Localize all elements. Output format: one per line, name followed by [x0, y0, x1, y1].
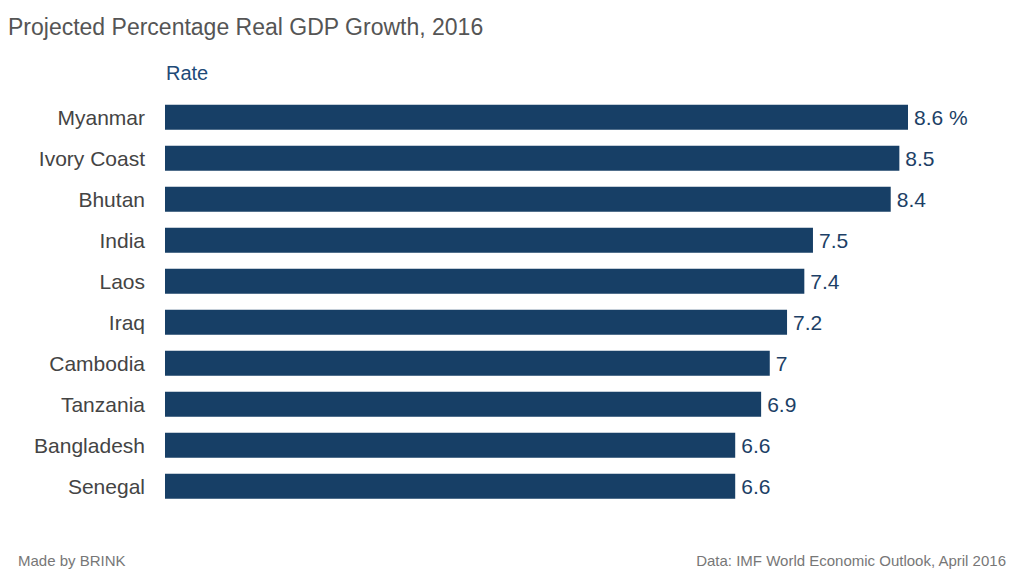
svg-text:Iraq: Iraq	[109, 311, 145, 334]
svg-text:8.6 %: 8.6 %	[914, 106, 968, 129]
svg-text:7.5: 7.5	[819, 229, 848, 252]
svg-text:Cambodia: Cambodia	[49, 352, 145, 375]
html-text:Rate: Rate	[166, 62, 209, 84]
svg-text:6.6: 6.6	[741, 475, 770, 498]
svg-text:7: 7	[776, 352, 788, 375]
html-text:Projected Percentage Real GDP: Projected Percentage Real GDP Growth, 20…	[8, 14, 484, 40]
svg-text:7.2: 7.2	[793, 311, 822, 334]
svg-text:Myanmar: Myanmar	[57, 106, 145, 129]
svg-text:6.9: 6.9	[767, 393, 796, 416]
svg-text:7.4: 7.4	[810, 270, 840, 293]
svg-text:6.6: 6.6	[741, 434, 770, 457]
svg-text:India: India	[99, 229, 145, 252]
svg-text:Tanzania: Tanzania	[61, 393, 145, 416]
svg-text:Bangladesh: Bangladesh	[34, 434, 145, 457]
svg-text:Ivory Coast: Ivory Coast	[39, 147, 145, 170]
svg-text:Senegal: Senegal	[68, 475, 145, 498]
svg-text:8.4: 8.4	[897, 188, 927, 211]
svg-text:Bhutan: Bhutan	[78, 188, 145, 211]
svg-text:8.5: 8.5	[905, 147, 934, 170]
html-text:Data: IMF World Economic Outlo: Data: IMF World Economic Outlook, April …	[696, 552, 1006, 569]
svg-text:Laos: Laos	[99, 270, 145, 293]
html-text:Made by BRINK: Made by BRINK	[18, 552, 126, 569]
